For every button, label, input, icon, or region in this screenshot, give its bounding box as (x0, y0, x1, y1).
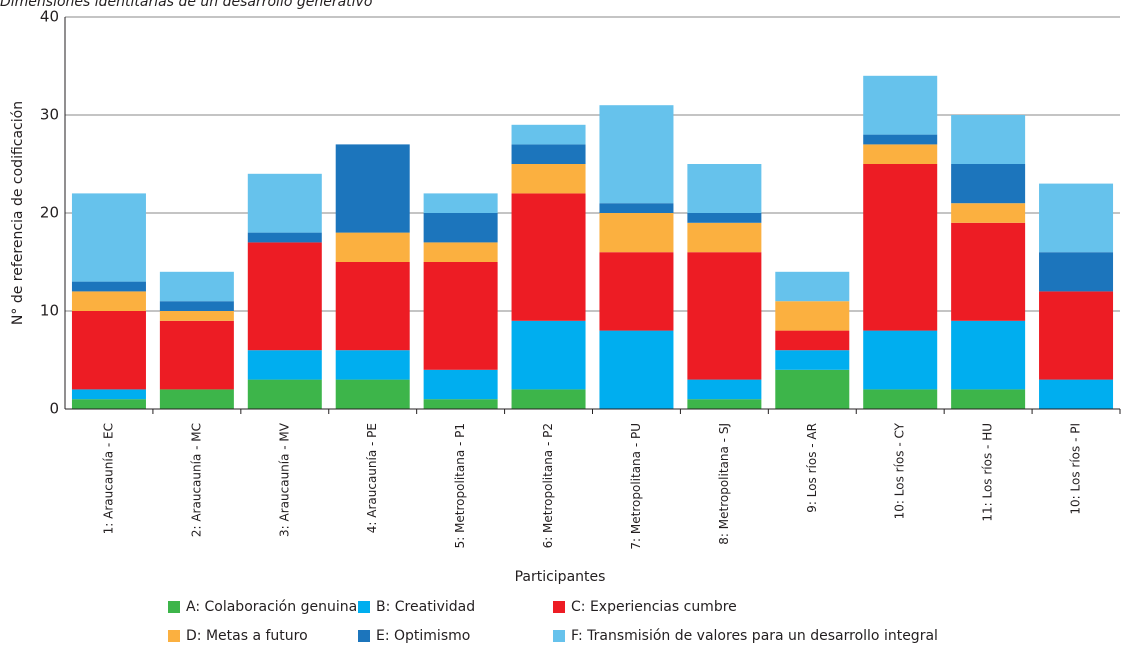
bar-segment (159, 389, 234, 409)
legend-label: D: Metas a futuro (186, 628, 308, 644)
bar-segment (951, 222, 1026, 321)
y-tick-label: 10 (40, 302, 59, 320)
x-tick-label: 10: Los ríos - CY (893, 422, 907, 519)
bar-segment (423, 242, 498, 262)
bar-segment (71, 193, 146, 282)
bar-segment (863, 389, 938, 409)
bar-segment (247, 379, 322, 409)
y-tick-label: 40 (40, 8, 59, 26)
bar-segment (687, 399, 762, 409)
bar-segment (159, 271, 234, 302)
bar-segment (863, 134, 938, 145)
bar-segment (599, 213, 674, 253)
bar-segment (1039, 379, 1114, 409)
bar-segment (247, 242, 322, 351)
bar-segment (159, 320, 234, 390)
x-axis-title: Participantes (515, 569, 606, 585)
bar-segment (951, 164, 1026, 204)
bar-segment (687, 252, 762, 380)
x-tick-label: 11: Los ríos - HU (981, 423, 995, 522)
bar-segment (335, 144, 410, 233)
chart-title: Dimensiones identitarias de un desarroll… (0, 0, 372, 10)
x-tick-label: 2: Araucaunía - MC (189, 423, 203, 537)
bar-segment (71, 281, 146, 292)
bar-segment (599, 203, 674, 213)
bar-segment (71, 311, 146, 390)
bar-segment (863, 144, 938, 164)
bar-segment (511, 320, 586, 390)
y-axis-title: N° de referencia de codificación (10, 101, 26, 325)
bar-segment (511, 124, 586, 145)
x-tick-label: 6: Metropolitana - P2 (541, 423, 555, 548)
bar-segment (335, 262, 410, 351)
bar-segment (687, 213, 762, 223)
x-tick-label: 3: Araucaunía - MV (277, 422, 291, 537)
bar-segment (511, 389, 586, 409)
x-tick-label: 1: Araucaunía - EC (101, 423, 115, 534)
bar-segment (775, 350, 850, 370)
bar-segment (599, 252, 674, 331)
x-tick-label: 7: Metropolitana - PU (629, 423, 643, 550)
legend-label: B: Creatividad (376, 599, 475, 615)
bar-segment (511, 144, 586, 164)
legend-swatch (553, 630, 565, 642)
bar-segment (159, 301, 234, 311)
bar-segment (1039, 183, 1114, 253)
legend-label: F: Transmisión de valores para un desarr… (571, 628, 938, 644)
bar-segment (71, 389, 146, 400)
bar-segment (775, 271, 850, 302)
bar-segment (423, 213, 498, 243)
x-tick-label: 10: Los ríos - PI (1069, 423, 1083, 515)
bar-segment (423, 369, 498, 400)
bar-segment (599, 105, 674, 204)
bar-segment (423, 193, 498, 213)
bar-segment (951, 320, 1026, 390)
bar-segment (687, 379, 762, 400)
bar-segment (423, 262, 498, 370)
bar-segment (511, 193, 586, 321)
x-tick-label: 8: Metropolitana - SJ (717, 423, 731, 545)
bar-segment (863, 75, 938, 135)
bar-segment (599, 330, 674, 409)
bar-segment (863, 330, 938, 390)
bar-segment (951, 115, 1026, 164)
x-tick-label: 4: Araucaunía - PE (365, 423, 379, 533)
bar-segment (1039, 252, 1114, 292)
bar-segment (775, 301, 850, 331)
bar-segment (1039, 291, 1114, 380)
bar-segment (335, 350, 410, 380)
bar-segment (247, 173, 322, 233)
bar-segment (247, 232, 322, 243)
bar-segment (951, 203, 1026, 223)
bar-segment (247, 350, 322, 380)
bar-segment (775, 330, 850, 351)
legend-swatch (553, 601, 565, 613)
bar-segment (335, 232, 410, 262)
x-tick-label: 9: Los ríos - AR (805, 423, 819, 513)
bar-segment (687, 164, 762, 213)
legend-label: C: Experiencias cumbre (571, 599, 737, 615)
bar-segment (511, 164, 586, 194)
legend-swatch (358, 630, 370, 642)
bar-segment (71, 291, 146, 311)
bar-segment (71, 399, 146, 409)
bar-segment (951, 389, 1026, 409)
y-tick-label: 20 (40, 204, 59, 222)
x-tick-label: 5: Metropolitana - P1 (453, 423, 467, 548)
bar-segment (423, 399, 498, 409)
legend-swatch (168, 601, 180, 613)
legend-swatch (168, 630, 180, 642)
bar-segment (159, 311, 234, 321)
bar-segment (775, 369, 850, 409)
legend-swatch (358, 601, 370, 613)
bar-segment (863, 164, 938, 331)
y-tick-label: 30 (40, 106, 59, 124)
legend-label: E: Optimismo (376, 628, 470, 644)
y-tick-label: 0 (49, 400, 59, 418)
bar-segment (335, 379, 410, 409)
legend-label: A: Colaboración genuina (186, 599, 357, 615)
bar-segment (687, 222, 762, 253)
